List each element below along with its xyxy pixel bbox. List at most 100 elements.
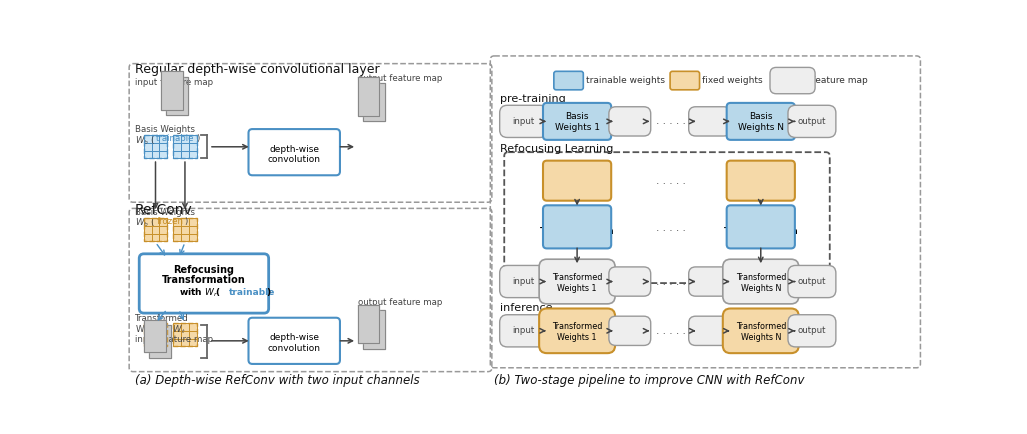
Text: ): ) <box>184 217 187 226</box>
Text: trainable: trainable <box>156 135 195 144</box>
Text: Weights 1: Weights 1 <box>558 284 597 293</box>
Bar <box>144 218 167 241</box>
Text: feature map: feature map <box>812 76 868 85</box>
Bar <box>174 143 181 151</box>
Text: output: output <box>798 117 826 126</box>
Text: trainable weights: trainable weights <box>585 76 664 85</box>
Text: ): ) <box>266 288 270 297</box>
Text: Refocusing Learning: Refocusing Learning <box>500 145 614 155</box>
Bar <box>174 331 181 339</box>
Text: Weights $W_t$: Weights $W_t$ <box>135 323 186 336</box>
Text: Basis: Basis <box>749 172 772 181</box>
Text: input feature map: input feature map <box>135 335 213 345</box>
Text: inference: inference <box>500 303 553 313</box>
Bar <box>144 151 152 158</box>
FancyBboxPatch shape <box>500 266 547 298</box>
Bar <box>189 331 196 339</box>
Bar <box>181 339 189 346</box>
Text: . . . . .: . . . . . <box>656 116 686 126</box>
Bar <box>144 331 152 339</box>
Bar <box>152 218 159 226</box>
Bar <box>144 135 167 158</box>
Text: Refocusing: Refocusing <box>550 215 604 224</box>
Text: output feature map: output feature map <box>357 74 443 82</box>
Text: fixed weights: fixed weights <box>701 76 762 85</box>
Text: Weights 1: Weights 1 <box>555 184 600 193</box>
Text: ): ) <box>196 135 200 144</box>
Bar <box>159 331 167 339</box>
Bar <box>189 323 196 331</box>
Text: Basis Weights: Basis Weights <box>135 207 194 217</box>
Text: pre-training: pre-training <box>500 95 566 105</box>
Polygon shape <box>364 310 385 349</box>
Text: (b) Two-stage pipeline to improve CNN with RefConv: (b) Two-stage pipeline to improve CNN wi… <box>494 374 805 387</box>
Polygon shape <box>364 83 385 122</box>
Bar <box>174 135 196 158</box>
Bar <box>181 218 189 226</box>
FancyBboxPatch shape <box>554 71 583 90</box>
FancyBboxPatch shape <box>609 107 651 136</box>
Text: . . . . .: . . . . . <box>656 223 686 233</box>
Text: with $W_r$(: with $W_r$( <box>179 286 221 299</box>
Bar <box>152 143 159 151</box>
Bar <box>144 135 152 143</box>
Text: output: output <box>798 326 826 335</box>
Bar <box>152 323 159 331</box>
Text: Basis: Basis <box>749 112 772 121</box>
Bar <box>174 323 196 346</box>
Text: Weights N: Weights N <box>737 184 784 193</box>
Text: Basis Weights: Basis Weights <box>135 125 194 134</box>
Bar <box>181 331 189 339</box>
Bar <box>144 226 152 234</box>
Polygon shape <box>161 71 183 110</box>
Bar <box>189 339 196 346</box>
FancyBboxPatch shape <box>539 259 615 304</box>
Text: Transformed: Transformed <box>735 273 786 282</box>
Text: $W_b$ (: $W_b$ ( <box>135 217 155 229</box>
Bar <box>174 218 196 241</box>
Bar <box>189 226 196 234</box>
FancyBboxPatch shape <box>543 103 611 140</box>
Bar <box>189 135 196 143</box>
Text: input feature map: input feature map <box>135 78 213 87</box>
Bar <box>181 234 189 241</box>
Text: Transformed: Transformed <box>135 314 188 323</box>
Bar <box>181 143 189 151</box>
Text: Transformation: Transformation <box>161 275 245 285</box>
Text: convolution: convolution <box>268 155 320 164</box>
Bar <box>189 151 196 158</box>
FancyBboxPatch shape <box>609 316 651 345</box>
Text: Transformed: Transformed <box>551 322 602 332</box>
Bar <box>159 323 167 331</box>
Text: . . . . .: . . . . . <box>656 177 686 187</box>
FancyBboxPatch shape <box>609 267 651 296</box>
FancyBboxPatch shape <box>543 205 611 248</box>
Text: input: input <box>512 326 535 335</box>
FancyBboxPatch shape <box>140 254 269 313</box>
FancyBboxPatch shape <box>689 267 730 296</box>
Text: Weights N: Weights N <box>740 333 781 342</box>
Text: Refocusing: Refocusing <box>734 215 788 224</box>
Bar <box>174 135 181 143</box>
Bar <box>189 143 196 151</box>
Bar <box>152 339 159 346</box>
Text: input: input <box>512 277 535 286</box>
Bar <box>181 151 189 158</box>
FancyBboxPatch shape <box>727 161 795 201</box>
Bar <box>144 339 152 346</box>
FancyBboxPatch shape <box>670 71 699 90</box>
Bar <box>152 151 159 158</box>
Text: $W_b$ (: $W_b$ ( <box>135 135 155 147</box>
FancyBboxPatch shape <box>249 318 340 364</box>
Text: RefConv: RefConv <box>135 203 192 217</box>
Text: (a) Depth-wise RefConv with two input channels: (a) Depth-wise RefConv with two input ch… <box>135 374 419 387</box>
Bar <box>174 226 181 234</box>
Bar <box>144 323 167 346</box>
FancyBboxPatch shape <box>689 107 730 136</box>
Text: Transformation: Transformation <box>540 227 614 236</box>
Polygon shape <box>144 320 165 352</box>
Bar <box>152 331 159 339</box>
FancyBboxPatch shape <box>727 103 795 140</box>
Text: Weights 1: Weights 1 <box>555 123 600 132</box>
Text: input: input <box>512 117 535 126</box>
